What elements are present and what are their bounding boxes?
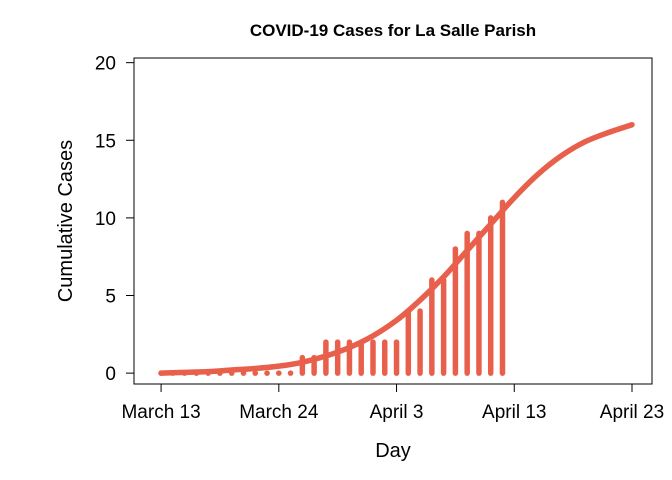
x-tick-label: April 13 (482, 402, 546, 423)
x-tick-label: April 3 (370, 402, 424, 423)
y-tick-label: 20 (95, 54, 116, 75)
plot-frame (133, 57, 653, 385)
y-tick-label: 15 (95, 131, 116, 152)
fitted-curve (158, 122, 635, 376)
x-tick-label: March 24 (239, 402, 319, 423)
x-tick-label: April 23 (600, 402, 664, 423)
y-axis: 0 5 10 15 20 (95, 54, 135, 385)
x-axis-label: Day (375, 440, 411, 462)
chart-title: COVID-19 Cases for La Salle Parish (250, 21, 536, 40)
bar (276, 370, 282, 376)
y-tick-label: 5 (105, 287, 116, 308)
x-tick-label: March 13 (121, 402, 200, 423)
x-axis: March 13 March 24 April 3 April 13 April 23 (121, 383, 664, 423)
y-tick-label: 10 (95, 209, 116, 230)
bar (252, 370, 259, 376)
bar-series (158, 199, 506, 376)
fitted-curve-series (158, 122, 635, 376)
y-axis-label: Cumulative Cases (55, 140, 77, 302)
y-tick-label: 0 (105, 364, 116, 385)
bar (287, 370, 294, 376)
bar (264, 370, 270, 376)
